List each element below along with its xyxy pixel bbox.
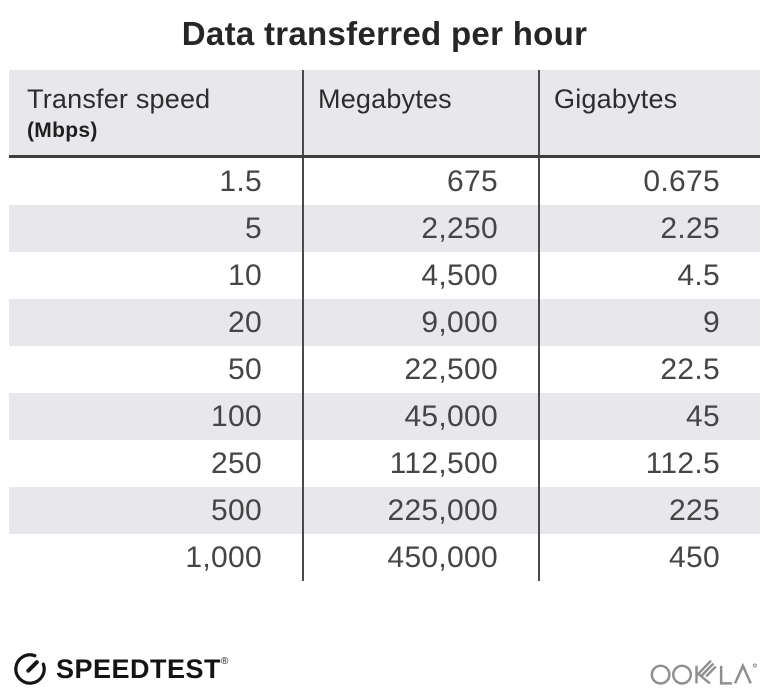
speedtest-logo: SPEEDTEST® xyxy=(13,652,229,686)
table-cell: 112,500 xyxy=(302,440,538,487)
table-cell: 225,000 xyxy=(302,487,538,534)
table-cell: 450 xyxy=(538,534,760,581)
table-cell: 4,500 xyxy=(302,252,538,299)
column-header-gigabytes: Gigabytes xyxy=(538,70,760,155)
column-header-label: Megabytes xyxy=(318,84,452,114)
table-header-row: Transfer speed (Mbps) Megabytes Gigabyte… xyxy=(9,70,760,158)
table-cell: 4.5 xyxy=(538,252,760,299)
column-header-unit: (Mbps) xyxy=(27,119,98,142)
table-row: 100 45,000 45 xyxy=(9,393,760,440)
table-row: 250 112,500 112.5 xyxy=(9,440,760,487)
column-header-transfer-speed: Transfer speed (Mbps) xyxy=(9,70,302,155)
table-cell: 2.25 xyxy=(538,205,760,252)
ookla-wordmark-icon: OOKLA xyxy=(650,659,757,685)
table-row: 20 9,000 9 xyxy=(9,299,760,346)
table-cell: 50 xyxy=(228,353,262,386)
page-title: Data transferred per hour xyxy=(181,15,588,52)
table-row: 50 22,500 22.5 xyxy=(9,346,760,393)
table-row: 5 2,250 2.25 xyxy=(9,205,760,252)
column-header-label: Transfer speed xyxy=(27,84,211,114)
data-table: Transfer speed (Mbps) Megabytes Gigabyte… xyxy=(9,70,760,581)
table-cell: 1.5 xyxy=(219,165,262,198)
table-row: 10 4,500 4.5 xyxy=(9,252,760,299)
speedtest-wordmark: SPEEDTEST® xyxy=(56,653,229,684)
table-row: 500 225,000 225 xyxy=(9,487,760,534)
table-cell: 250 xyxy=(211,447,262,480)
table-cell: 112.5 xyxy=(538,440,760,487)
table-cell: 1,000 xyxy=(185,541,262,574)
speedtest-gauge-icon xyxy=(14,653,46,685)
table-body: 1.5 675 0.675 5 2,250 2.25 10 4,500 4.5 20 9,000 9 5… xyxy=(9,158,760,581)
table-cell: 2,250 xyxy=(302,205,538,252)
ookla-logo: OOKLA xyxy=(649,658,759,688)
table-cell: 675 xyxy=(302,158,538,205)
table-cell: 225 xyxy=(538,487,760,534)
table-cell: 500 xyxy=(211,494,262,527)
table-cell: 5 xyxy=(245,212,262,245)
table-cell: 45 xyxy=(538,393,760,440)
table-cell: 10 xyxy=(228,259,262,292)
table-cell: 22.5 xyxy=(538,346,760,393)
table-cell: 100 xyxy=(211,400,262,433)
table-row: 1.5 675 0.675 xyxy=(9,158,760,205)
table-cell: 45,000 xyxy=(302,393,538,440)
table-cell: 22,500 xyxy=(302,346,538,393)
registered-trademark-icon: ® xyxy=(221,655,229,667)
table-cell: 450,000 xyxy=(302,534,538,581)
table-cell: 9 xyxy=(538,299,760,346)
table-row: 1,000 450,000 450 xyxy=(9,534,760,581)
table-cell: 0.675 xyxy=(538,158,760,205)
table-cell: 9,000 xyxy=(302,299,538,346)
column-header-megabytes: Megabytes xyxy=(302,70,538,155)
table-cell: 20 xyxy=(228,306,262,339)
column-header-label: Gigabytes xyxy=(554,84,678,114)
